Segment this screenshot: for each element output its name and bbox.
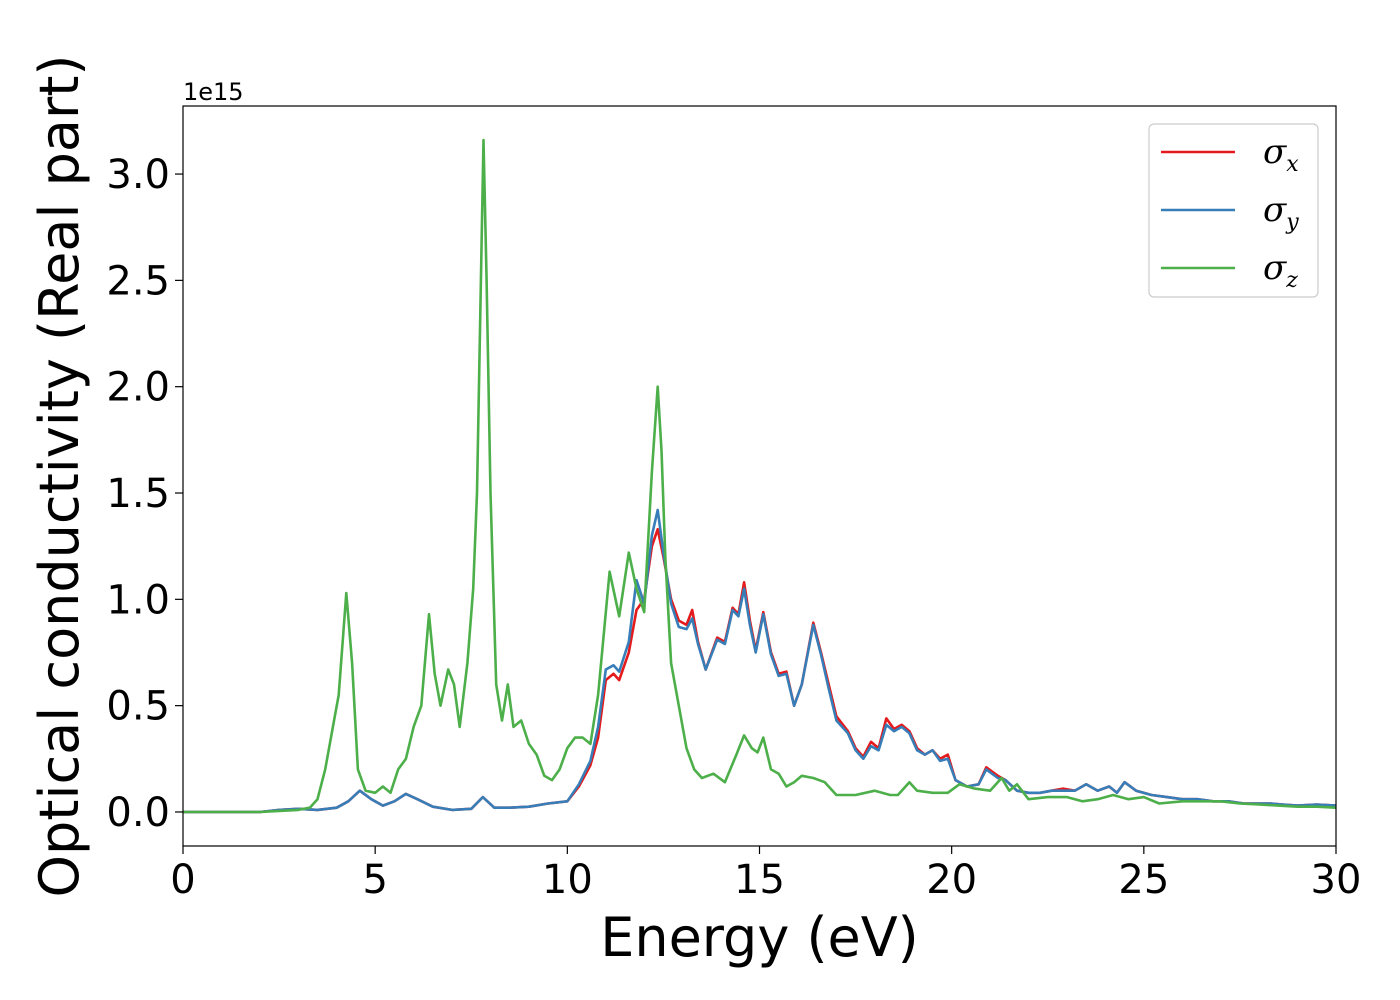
y-tick-label: 2.5 [106, 258, 170, 304]
y-tick-label: 0.0 [106, 790, 170, 836]
x-tick-label: 5 [362, 857, 387, 903]
legend-label: σz [1263, 248, 1298, 293]
y-tick-label: 1.0 [106, 577, 170, 623]
legend-label: σy [1263, 190, 1299, 235]
x-tick-label: 20 [926, 857, 977, 903]
series-line-2 [183, 508, 1336, 814]
y-tick-label: 3.0 [106, 152, 170, 198]
y-axis-title: Optical conductivity (Real part) [28, 55, 91, 898]
x-tick-label: 10 [542, 857, 593, 903]
y-tick-label: 0.5 [106, 684, 170, 730]
x-tick-label: 30 [1311, 857, 1362, 903]
y-offset-label: 1e15 [183, 78, 244, 106]
y-axis: 0.0 0.5 1.0 1.5 2.0 2.5 3.0 [106, 152, 183, 836]
y-tick-label: 1.5 [106, 471, 170, 517]
series-line-1 [183, 527, 1336, 814]
y-tick-label: 2.0 [106, 365, 170, 411]
x-axis: 0 5 10 15 20 25 30 [170, 846, 1361, 903]
x-tick-label: 25 [1118, 857, 1169, 903]
x-tick-label: 15 [734, 857, 785, 903]
series-lines [183, 138, 1336, 814]
series-line-3 [183, 138, 1336, 814]
legend-label: σx [1263, 132, 1299, 177]
x-axis-title: Energy (eV) [600, 906, 919, 969]
x-tick-label: 0 [170, 857, 195, 903]
legend: σx σy σz [1148, 123, 1319, 298]
